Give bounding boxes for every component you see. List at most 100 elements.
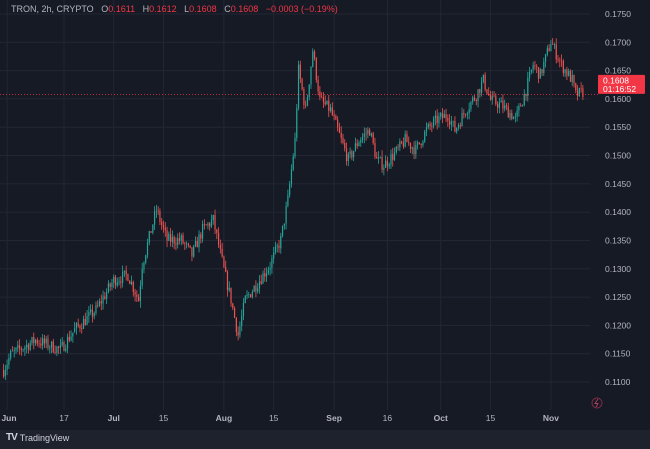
tradingview-brand[interactable]: TV TradingView (6, 432, 69, 443)
candle-body (580, 87, 582, 89)
candle-body (395, 146, 397, 153)
candle-body (537, 67, 540, 79)
price-axis[interactable] (590, 0, 650, 430)
candle-body (249, 294, 252, 298)
candle-body (27, 344, 30, 350)
candle-body (116, 282, 118, 286)
candle-body (130, 281, 133, 285)
candle-body (315, 58, 317, 80)
candle-body (427, 123, 429, 128)
candle-body (260, 281, 262, 284)
candle-body (72, 332, 74, 337)
candle-body (209, 223, 211, 227)
candle-body (136, 294, 138, 297)
candle-body (278, 245, 280, 249)
candle-body (571, 75, 573, 82)
candle-body (351, 151, 353, 158)
candle-body (193, 245, 195, 257)
candle-body (271, 258, 273, 268)
candle-body (217, 232, 220, 245)
candle-body (502, 100, 504, 109)
candle-body (223, 256, 225, 268)
candle-body (333, 114, 335, 117)
candle-body (575, 83, 577, 91)
candle-body (273, 252, 275, 259)
candle-body (34, 339, 37, 344)
candle-body (294, 137, 296, 157)
candle-body (150, 231, 152, 233)
y-tick-label: 0.1600 (605, 94, 631, 104)
candle-body (312, 51, 314, 67)
lightning-icon-glyph (594, 398, 599, 408)
lightning-icon[interactable] (591, 397, 603, 409)
candle-body (292, 156, 294, 170)
candle-body (148, 231, 150, 243)
candle-body (440, 113, 442, 117)
candle-body (381, 156, 383, 170)
candle-body (472, 97, 474, 102)
candle-body (374, 142, 376, 158)
candle-body (392, 154, 394, 160)
candle-body (50, 341, 53, 348)
candle-body (29, 343, 31, 350)
candle-body (239, 326, 241, 336)
candle-body (397, 146, 399, 148)
candle-body (313, 51, 316, 59)
candle-body (20, 348, 22, 351)
candle-body (347, 154, 349, 162)
candle-body (345, 148, 348, 162)
candle-body (450, 121, 452, 125)
candle-body (564, 69, 566, 74)
candle-body (461, 113, 463, 127)
candle-body (155, 210, 157, 212)
candle-body (248, 294, 250, 296)
low-label: L (184, 4, 190, 14)
candle-body (15, 347, 17, 351)
candle-body (38, 343, 40, 345)
candle-body (265, 273, 268, 277)
x-tick-label: Jun (1, 413, 16, 423)
candle-body (305, 104, 307, 106)
candle-body (82, 318, 85, 329)
candle-body (230, 287, 232, 304)
candle-body (360, 140, 362, 143)
candle-body (59, 344, 62, 348)
candle-body (109, 283, 111, 287)
candle-body (495, 96, 497, 105)
low-value: 0.1608 (189, 4, 217, 14)
symbol-title: TRON, 2h, CRYPTO (11, 4, 94, 14)
y-tick-label: 0.1550 (605, 122, 631, 132)
bar-countdown: 01:16:52 (603, 84, 636, 94)
candle-body (118, 281, 120, 283)
candle-body (525, 93, 527, 97)
candle-body (219, 244, 221, 249)
candle-body (274, 246, 277, 253)
candle-body (241, 316, 243, 327)
close-value: 0.1608 (230, 4, 259, 14)
candle-body (369, 129, 371, 136)
candle-body (480, 81, 483, 93)
candle-body (582, 88, 584, 97)
candle-body (449, 120, 451, 125)
candle-body (420, 143, 422, 146)
candle-body (342, 137, 344, 143)
candle-body (170, 233, 172, 242)
candle-body (91, 309, 94, 317)
candle-body (81, 328, 83, 330)
candle-body (445, 114, 447, 119)
candle-body (401, 141, 403, 144)
candle-body (475, 99, 477, 102)
candle-body (267, 269, 269, 274)
candle-body (578, 87, 580, 96)
candle-body (11, 350, 14, 352)
candle-body (354, 143, 357, 152)
y-tick-label: 0.1100 (605, 377, 631, 387)
candle-body (456, 127, 458, 132)
candle-body (159, 211, 161, 222)
y-tick-label: 0.1300 (605, 264, 631, 274)
y-tick-label: 0.1200 (605, 320, 631, 330)
price-chart[interactable]: 0.1750 0.1700 0.1650 0.1600 0.1550 0.1500 0.14… (0, 0, 650, 430)
last-price-value: 0.1608 (603, 75, 629, 85)
candle-body (143, 262, 145, 270)
candle-body (214, 215, 216, 230)
